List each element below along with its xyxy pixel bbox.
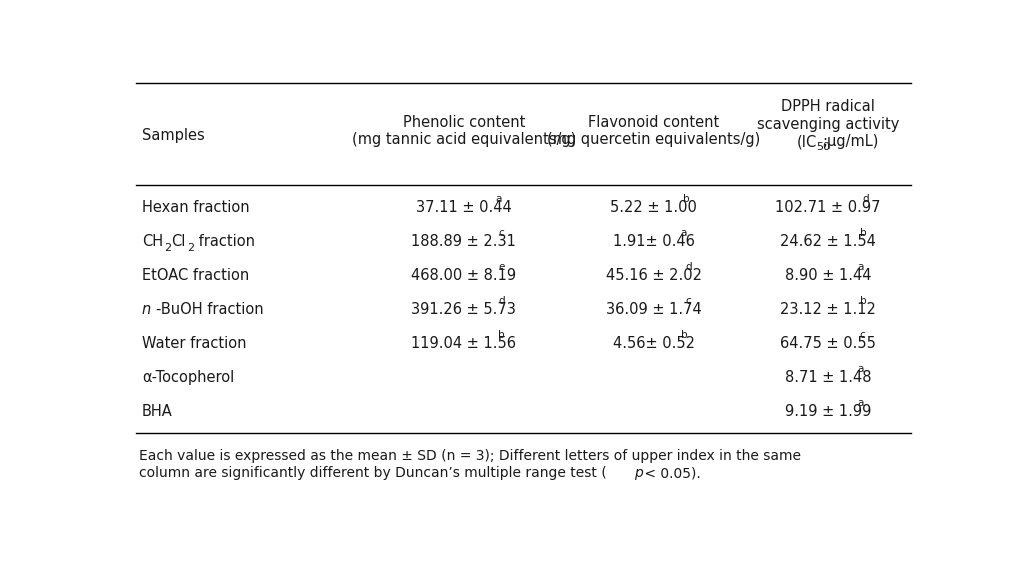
- Text: 188.89 ± 2.31: 188.89 ± 2.31: [411, 234, 517, 249]
- Text: d: d: [862, 194, 869, 204]
- Text: 36.09 ± 1.74: 36.09 ± 1.74: [605, 302, 701, 317]
- Text: a: a: [858, 262, 864, 272]
- Text: e: e: [498, 262, 504, 272]
- Text: 23.12 ± 1.12: 23.12 ± 1.12: [780, 302, 876, 317]
- Text: -BuOH fraction: -BuOH fraction: [156, 302, 263, 317]
- Text: Flavonoid content: Flavonoid content: [588, 115, 720, 130]
- Text: 468.00 ± 8.19: 468.00 ± 8.19: [411, 268, 517, 283]
- Text: (IC: (IC: [796, 134, 817, 149]
- Text: Cl: Cl: [172, 234, 186, 249]
- Text: Water fraction: Water fraction: [142, 336, 246, 351]
- Text: c: c: [686, 296, 691, 306]
- Text: scavenging activity: scavenging activity: [757, 117, 900, 132]
- Text: a: a: [858, 364, 864, 374]
- Text: 8.71 ± 1.48: 8.71 ± 1.48: [785, 370, 871, 385]
- Text: < 0.05).: < 0.05).: [640, 466, 701, 480]
- Text: 391.26 ± 5.73: 391.26 ± 5.73: [411, 302, 517, 317]
- Text: ;μg/mL): ;μg/mL): [823, 134, 879, 149]
- Text: 2: 2: [187, 243, 194, 253]
- Text: b: b: [681, 330, 687, 340]
- Text: Each value is expressed as the mean ± SD (n = 3); Different letters of upper ind: Each value is expressed as the mean ± SD…: [140, 449, 801, 463]
- Text: 64.75 ± 0.55: 64.75 ± 0.55: [780, 336, 876, 351]
- Text: 5.22 ± 1.00: 5.22 ± 1.00: [611, 201, 697, 215]
- Text: Phenolic content: Phenolic content: [402, 115, 525, 130]
- Text: 2: 2: [164, 243, 172, 253]
- Text: 1.91± 0.46: 1.91± 0.46: [613, 234, 694, 249]
- Text: b: b: [860, 296, 867, 306]
- Text: 102.71 ± 0.97: 102.71 ± 0.97: [775, 201, 881, 215]
- Text: α-Tocopherol: α-Tocopherol: [142, 370, 234, 385]
- Text: BHA: BHA: [142, 404, 173, 419]
- Text: 4.56± 0.52: 4.56± 0.52: [613, 336, 695, 351]
- Text: a: a: [496, 194, 502, 204]
- Text: column are significantly different by Duncan’s multiple range test (: column are significantly different by Du…: [140, 466, 607, 480]
- Text: CH: CH: [142, 234, 163, 249]
- Text: EtOAC fraction: EtOAC fraction: [142, 268, 249, 283]
- Text: n: n: [142, 302, 151, 317]
- Text: d: d: [686, 262, 692, 272]
- Text: b: b: [860, 228, 867, 238]
- Text: 45.16 ± 2.02: 45.16 ± 2.02: [605, 268, 701, 283]
- Text: 24.62 ± 1.54: 24.62 ± 1.54: [780, 234, 876, 249]
- Text: a: a: [681, 228, 687, 238]
- Text: 50: 50: [816, 142, 830, 153]
- Text: (mg quercetin equivalents/g): (mg quercetin equivalents/g): [547, 132, 761, 147]
- Text: c: c: [860, 330, 866, 340]
- Text: Hexan fraction: Hexan fraction: [142, 201, 249, 215]
- Text: b: b: [498, 330, 504, 340]
- Text: a: a: [858, 398, 864, 408]
- Text: c: c: [498, 228, 504, 238]
- Text: 119.04 ± 1.56: 119.04 ± 1.56: [411, 336, 517, 351]
- Text: p: p: [634, 466, 643, 480]
- Text: Samples: Samples: [142, 128, 204, 143]
- Text: (mg tannic acid equivalents/g): (mg tannic acid equivalents/g): [352, 132, 576, 147]
- Text: fraction: fraction: [194, 234, 255, 249]
- Text: d: d: [498, 296, 504, 306]
- Text: 8.90 ± 1.44: 8.90 ± 1.44: [785, 268, 871, 283]
- Text: b: b: [683, 194, 690, 204]
- Text: 37.11 ± 0.44: 37.11 ± 0.44: [416, 201, 512, 215]
- Text: DPPH radical: DPPH radical: [781, 99, 875, 115]
- Text: 9.19 ± 1.99: 9.19 ± 1.99: [785, 404, 871, 419]
